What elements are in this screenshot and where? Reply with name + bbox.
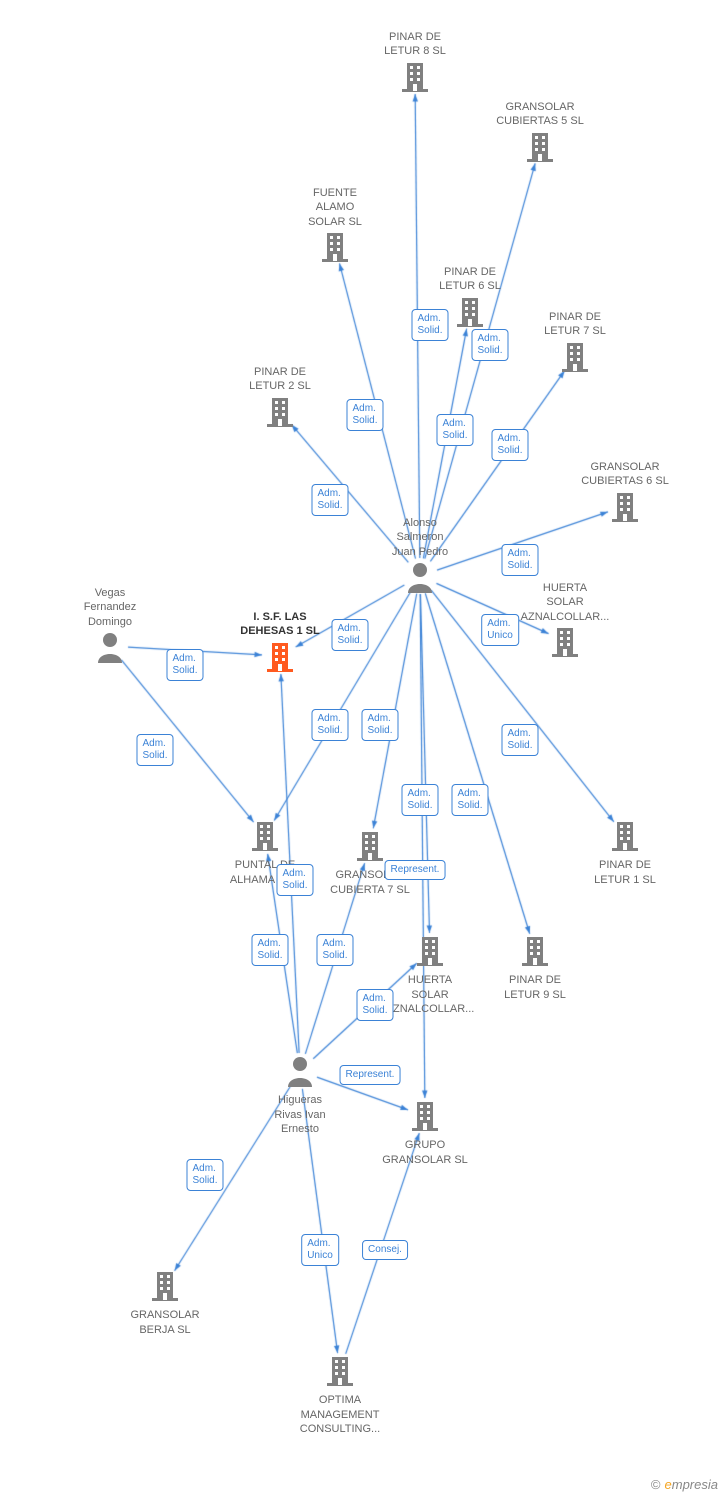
node-label: GRANSOLARCUBIERTAS 6 SL <box>570 460 680 489</box>
building-icon <box>150 1270 180 1302</box>
node-pinar8[interactable]: PINAR DELETUR 8 SL <box>360 30 470 97</box>
building-icon <box>325 1355 355 1387</box>
edge-label: Adm.Solid. <box>276 864 313 896</box>
edge-label: Consej. <box>362 1240 408 1260</box>
building-icon <box>610 491 640 523</box>
node-label: GRANSOLARBERJA SL <box>110 1308 220 1337</box>
node-pinar1[interactable]: PINAR DELETUR 1 SL <box>570 820 680 887</box>
edge-label: Adm.Solid. <box>136 734 173 766</box>
node-pinar2[interactable]: PINAR DELETUR 2 SL <box>225 365 335 432</box>
node-gransolar5[interactable]: GRANSOLARCUBIERTAS 5 SL <box>485 100 595 167</box>
node-label: PINAR DELETUR 9 SL <box>480 973 590 1002</box>
building-icon <box>400 61 430 93</box>
building-icon <box>355 830 385 862</box>
node-higueras[interactable]: HiguerasRivas IvanErnesto <box>245 1055 355 1136</box>
edge-label: Adm.Solid. <box>491 429 528 461</box>
edge-label: Adm.Unico <box>301 1234 339 1266</box>
edge-label: Adm.Solid. <box>186 1159 223 1191</box>
edge-label: Adm.Solid. <box>331 619 368 651</box>
node-pinar9[interactable]: PINAR DELETUR 9 SL <box>480 935 590 1002</box>
building-icon <box>250 820 280 852</box>
edge-label: Adm.Solid. <box>311 484 348 516</box>
edge-label: Adm.Solid. <box>311 709 348 741</box>
person-icon <box>285 1055 315 1087</box>
edge-label: Adm.Solid. <box>411 309 448 341</box>
edge-label: Adm.Solid. <box>401 784 438 816</box>
node-berja[interactable]: GRANSOLARBERJA SL <box>110 1270 220 1337</box>
building-icon <box>560 341 590 373</box>
node-label: PINAR DELETUR 6 SL <box>415 265 525 294</box>
building-icon <box>550 626 580 658</box>
edge-label: Adm.Solid. <box>501 724 538 756</box>
node-alonso[interactable]: AlonsoSalmeronJuan Pedro <box>365 516 475 597</box>
building-icon <box>520 935 550 967</box>
node-label: GRUPOGRANSOLAR SL <box>370 1138 480 1167</box>
node-label: I. S.F. LASDEHESAS 1 SL <box>225 610 335 639</box>
node-label: FUENTEALAMOSOLAR SL <box>280 186 390 229</box>
edge-label: Adm.Solid. <box>436 414 473 446</box>
node-label: PINAR DELETUR 7 SL <box>520 310 630 339</box>
edge-label: Adm.Solid. <box>451 784 488 816</box>
copyright-brand-e: e <box>665 1477 672 1492</box>
node-pinar7[interactable]: PINAR DELETUR 7 SL <box>520 310 630 377</box>
person-icon <box>95 631 125 663</box>
node-label: PINAR DELETUR 2 SL <box>225 365 335 394</box>
building-icon <box>525 131 555 163</box>
node-fuente[interactable]: FUENTEALAMOSOLAR SL <box>280 186 390 267</box>
building-icon <box>265 396 295 428</box>
node-label: HiguerasRivas IvanErnesto <box>245 1093 355 1136</box>
node-vegas[interactable]: VegasFernandezDomingo <box>55 586 165 667</box>
edge-label: Adm.Solid. <box>356 989 393 1021</box>
edge-label: Adm.Solid. <box>361 709 398 741</box>
node-grupo[interactable]: GRUPOGRANSOLAR SL <box>370 1100 480 1167</box>
node-label: AlonsoSalmeronJuan Pedro <box>365 516 475 559</box>
copyright-brand-rest: mpresia <box>672 1477 718 1492</box>
node-label: PINAR DELETUR 8 SL <box>360 30 470 59</box>
node-label: VegasFernandezDomingo <box>55 586 165 629</box>
building-icon <box>415 935 445 967</box>
edge-label: Adm.Solid. <box>316 934 353 966</box>
building-icon <box>455 296 485 328</box>
node-optima[interactable]: OPTIMAMANAGEMENTCONSULTING... <box>285 1355 395 1436</box>
copyright: © empresia <box>651 1477 718 1492</box>
edge-label: Adm.Solid. <box>471 329 508 361</box>
edge-label: Adm.Solid. <box>501 544 538 576</box>
node-gransolar6[interactable]: GRANSOLARCUBIERTAS 6 SL <box>570 460 680 527</box>
node-label: PINAR DELETUR 1 SL <box>570 858 680 887</box>
edge-label: Adm.Solid. <box>166 649 203 681</box>
edge-label: Represent. <box>385 860 446 880</box>
node-label: HUERTASOLARAZNALCOLLAR... <box>510 581 620 624</box>
building-icon <box>410 1100 440 1132</box>
edge-label: Adm.Solid. <box>251 934 288 966</box>
building-icon <box>320 231 350 263</box>
node-label: GRANSOLARCUBIERTAS 5 SL <box>485 100 595 129</box>
edge-label: Adm.Unico <box>481 614 519 646</box>
edge-label: Represent. <box>340 1065 401 1085</box>
building-icon <box>265 641 295 673</box>
person-icon <box>405 561 435 593</box>
node-dehesas[interactable]: I. S.F. LASDEHESAS 1 SL <box>225 610 335 677</box>
node-label: OPTIMAMANAGEMENTCONSULTING... <box>285 1393 395 1436</box>
edge-label: Adm.Solid. <box>346 399 383 431</box>
node-huerta1[interactable]: HUERTASOLARAZNALCOLLAR... <box>510 581 620 662</box>
copyright-symbol: © <box>651 1477 661 1492</box>
building-icon <box>610 820 640 852</box>
